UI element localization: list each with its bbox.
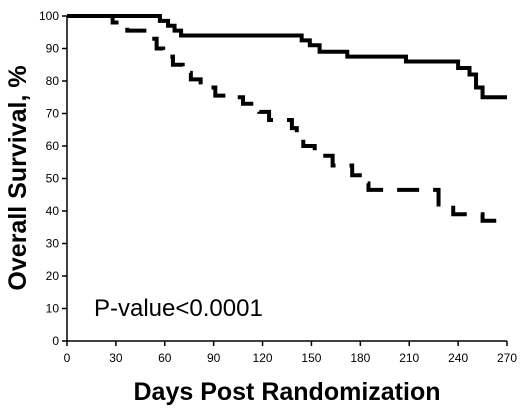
x-tick-label: 0 (64, 351, 71, 365)
y-tick-label: 10 (46, 302, 60, 316)
x-tick-label: 60 (158, 351, 172, 365)
y-tick-label: 70 (46, 107, 60, 121)
x-tick-label: 120 (253, 351, 273, 365)
x-tick-label: 240 (448, 351, 468, 365)
x-axis-ticks: 0 30 60 90 120 150 180 210 240 270 (64, 341, 517, 365)
p-value-annotation: P-value<0.0001 (94, 295, 263, 322)
y-axis-ticks: 0 10 20 30 40 50 60 70 80 90 100 (39, 9, 67, 348)
x-tick-label: 90 (207, 351, 221, 365)
y-tick-label: 40 (46, 204, 60, 218)
y-tick-label: 80 (46, 74, 60, 88)
dashed-survival-line (67, 14, 501, 224)
x-axis-title: Days Post Randomization (134, 378, 441, 406)
x-tick-label: 210 (399, 351, 419, 365)
x-tick-label: 270 (497, 351, 517, 365)
series-layer (67, 14, 507, 224)
y-tick-label: 100 (39, 9, 59, 23)
solid-survival-line (67, 14, 507, 100)
y-axis-title: Overall Survival, % (4, 65, 32, 290)
y-tick-label: 30 (46, 237, 60, 251)
x-tick-label: 180 (350, 351, 370, 365)
y-tick-label: 20 (46, 269, 60, 283)
x-tick-label: 150 (301, 351, 321, 365)
x-tick-label: 30 (109, 351, 123, 365)
y-tick-label: 60 (46, 139, 60, 153)
y-tick-label: 0 (52, 334, 59, 348)
y-tick-label: 50 (46, 172, 60, 186)
y-tick-label: 90 (46, 42, 60, 56)
